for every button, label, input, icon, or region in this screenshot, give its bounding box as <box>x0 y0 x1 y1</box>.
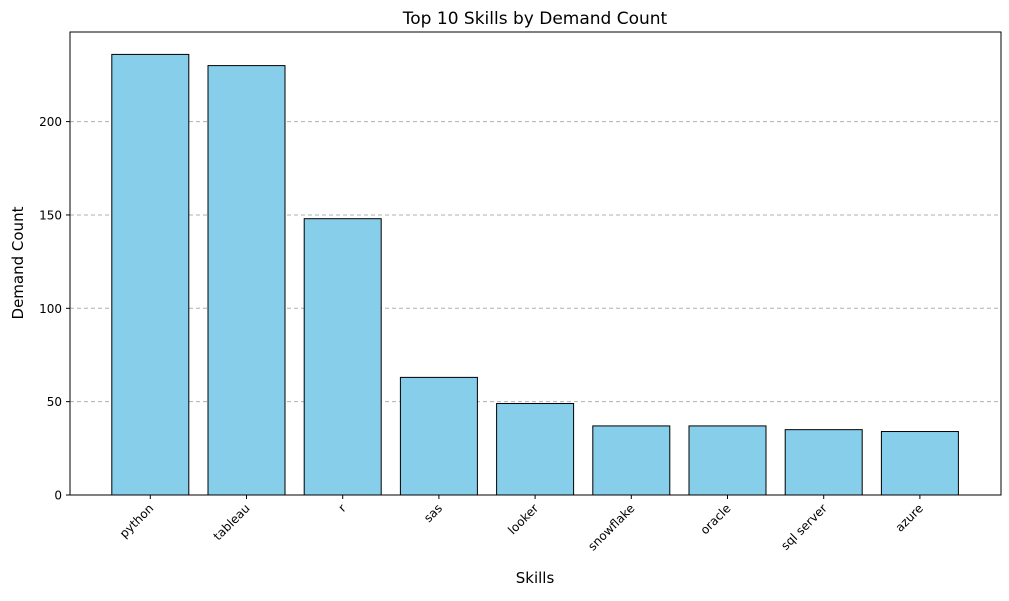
y-tick-label: 50 <box>47 395 62 409</box>
chart-title: Top 10 Skills by Demand Count <box>402 9 668 29</box>
x-tick-label: r <box>335 501 348 514</box>
y-tick-label: 150 <box>39 208 62 222</box>
y-tick-label: 200 <box>39 115 62 129</box>
y-axis: 0 50 100 150 200 <box>39 115 70 503</box>
x-tick-label: sql server <box>778 501 830 553</box>
y-axis-label: Demand Count <box>9 206 27 319</box>
x-tick-label: snowflake <box>585 501 637 553</box>
x-axis-label: Skills <box>516 569 555 587</box>
bars-layer <box>111 53 959 496</box>
bar-python <box>111 53 190 496</box>
x-tick-label: sas <box>421 501 445 525</box>
x-axis: python tableau r sas looker snowflake oracle sq… <box>117 495 926 553</box>
y-tick-label: 0 <box>54 489 62 503</box>
bar-tableau <box>207 65 286 496</box>
bar-sas <box>399 376 478 496</box>
x-tick-label: python <box>117 501 157 541</box>
bar-r <box>303 218 382 496</box>
x-tick-label: azure <box>893 501 926 534</box>
bar-looker <box>496 403 575 496</box>
x-tick-label: oracle <box>698 501 734 537</box>
bar-azure <box>880 431 959 496</box>
y-tick-label: 100 <box>39 302 62 316</box>
x-tick-label: looker <box>505 501 541 537</box>
bar-snowflake <box>592 425 671 496</box>
bar-sql-server <box>784 429 863 496</box>
bar-oracle <box>688 425 767 496</box>
x-tick-label: tableau <box>211 501 253 543</box>
